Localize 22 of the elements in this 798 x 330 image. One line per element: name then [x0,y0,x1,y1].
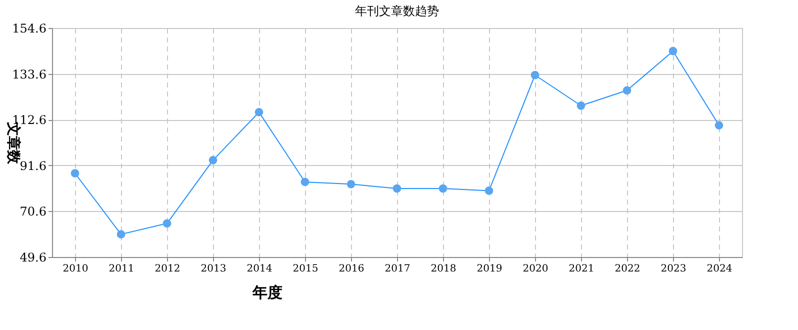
x-tick-label: 2021 [568,264,594,274]
x-tick-label: 2023 [660,264,686,274]
y-tick-label: 70.6 [20,204,46,219]
y-tick-label: 49.6 [20,250,46,264]
x-tick-label: 2013 [200,264,226,274]
x-tick-label: 2020 [522,264,548,274]
x-tick-label: 2018 [430,264,456,274]
y-tick-label: 91.6 [20,158,46,173]
y-tick-label: 133.6 [12,67,46,82]
x-tick-label: 2017 [384,264,410,274]
x-tick-label: 2012 [154,264,180,274]
x-tick-label: 2019 [476,264,502,274]
x-tick-label: 2016 [338,264,364,274]
x-tick-label: 2024 [706,264,732,274]
x-axis-title: 年度 [252,284,282,302]
x-tick-label: 2011 [108,264,134,274]
x-tick-label: 2022 [614,264,640,274]
chart-title: 年刊文章数趋势 [355,4,439,18]
y-tick-label: 154.6 [12,22,46,36]
x-tick-label: 2015 [292,264,318,274]
x-tick-label: 2014 [246,264,272,274]
x-tick-label: 2010 [62,264,88,274]
